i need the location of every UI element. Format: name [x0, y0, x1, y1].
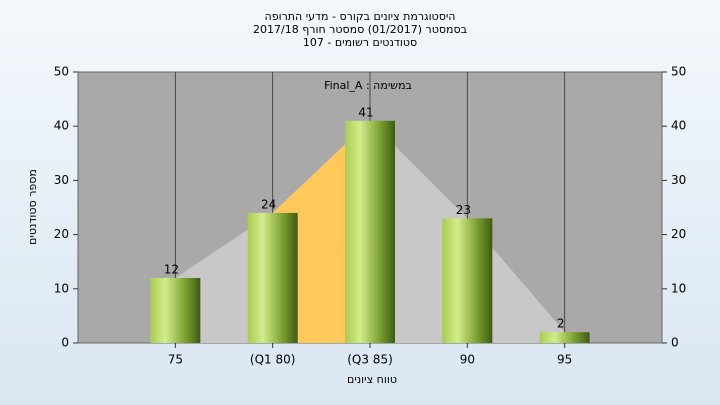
y-tick-label: 20 — [54, 227, 69, 241]
y2-tick-label: 30 — [671, 173, 686, 187]
x-axis-label: טווח ציונים — [347, 373, 397, 386]
y2-tick-label: 20 — [671, 227, 686, 241]
value-label: 24 — [261, 197, 276, 211]
chart-note: סטודנטים רשומים - 107 — [303, 36, 417, 49]
y-axis-label: מספר סטודנטים — [26, 169, 39, 245]
y-tick-label: 0 — [61, 336, 69, 350]
x-tick-label: (Q3 85) — [347, 353, 393, 367]
value-label: 41 — [358, 105, 373, 119]
bar — [150, 277, 201, 343]
chart-title: היסטוגרמת ציונים בקורס - מדעי התרופה — [265, 10, 456, 23]
y2-tick-label: 50 — [671, 65, 686, 79]
y-tick-label: 10 — [54, 281, 69, 295]
bar — [539, 332, 590, 343]
value-label: 12 — [164, 262, 179, 276]
y2-tick-label: 10 — [671, 281, 686, 295]
x-tick-label: 95 — [557, 353, 572, 367]
x-tick-label: 75 — [168, 353, 183, 367]
x-tick-label: 90 — [460, 353, 475, 367]
y2-tick-label: 0 — [671, 336, 679, 350]
bar — [442, 218, 493, 343]
y-tick-label: 50 — [54, 65, 69, 79]
bar — [247, 212, 298, 343]
chart-subtitle: בסמסטר (01/2017) סמסטר חורף 2017/18 — [253, 23, 467, 36]
bar — [345, 120, 395, 343]
y2-tick-label: 40 — [671, 119, 686, 133]
value-label: 23 — [456, 203, 471, 217]
value-label: 2 — [557, 317, 565, 331]
y-tick-label: 30 — [54, 173, 69, 187]
x-tick-label: (Q1 80) — [250, 353, 296, 367]
annotation: במשימה : Final_A — [324, 79, 412, 92]
y-tick-label: 40 — [54, 119, 69, 133]
